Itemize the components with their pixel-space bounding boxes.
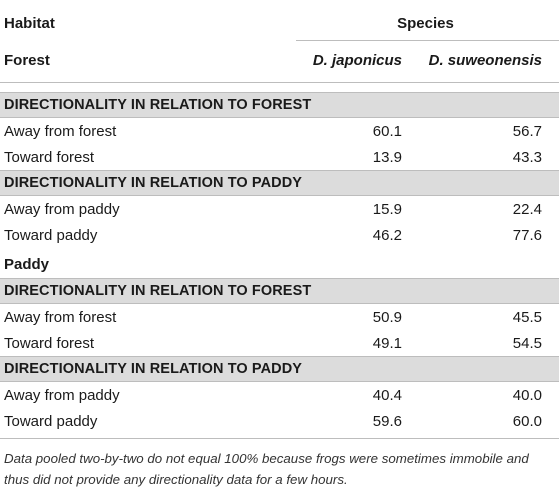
header-row-top: Habitat Species — [0, 8, 559, 38]
value-suweonensis: 45.5 — [512, 308, 542, 326]
species-underline — [296, 40, 559, 41]
habitat-header: Habitat — [4, 14, 55, 32]
row-label: Away from paddy — [4, 386, 120, 404]
section-row: DIRECTIONALITY IN RELATION TO PADDY — [0, 356, 559, 382]
table-row: Toward forest 13.9 43.3 — [0, 144, 559, 170]
value-suweonensis: 60.0 — [512, 412, 542, 430]
header-row-columns: Forest D. japonicus D. suweonensis — [0, 44, 559, 76]
header-divider — [0, 82, 559, 83]
row-label: Away from forest — [4, 122, 117, 140]
table-row: Away from paddy 40.4 40.0 — [0, 382, 559, 408]
table-footnote: Data pooled two-by-two do not equal 100%… — [4, 451, 529, 487]
value-japonicus: 50.9 — [372, 308, 402, 326]
value-japonicus: 60.1 — [372, 122, 402, 140]
value-japonicus: 40.4 — [372, 386, 402, 404]
row-label: Toward paddy — [4, 412, 98, 430]
row-label: Away from paddy — [4, 200, 120, 218]
value-suweonensis: 77.6 — [512, 226, 542, 244]
group-row-paddy: Paddy — [0, 250, 559, 278]
table-row: Away from paddy 15.9 22.4 — [0, 196, 559, 222]
section-title: DIRECTIONALITY IN RELATION TO PADDY — [4, 361, 303, 377]
table-row: Toward paddy 46.2 77.6 — [0, 222, 559, 248]
section-row: DIRECTIONALITY IN RELATION TO FOREST — [0, 92, 559, 118]
species-header: Species — [397, 14, 454, 32]
section-row: DIRECTIONALITY IN RELATION TO FOREST — [0, 278, 559, 304]
value-suweonensis: 56.7 — [512, 122, 542, 140]
row-label: Toward forest — [4, 334, 95, 352]
row-label: Toward paddy — [4, 226, 98, 244]
section-title: DIRECTIONALITY IN RELATION TO PADDY — [4, 175, 303, 191]
value-japonicus: 13.9 — [372, 148, 402, 166]
column-header-suweonensis: D. suweonensis — [428, 51, 542, 69]
value-suweonensis: 43.3 — [512, 148, 542, 166]
group-label-forest: Forest — [4, 51, 50, 69]
value-japonicus: 59.6 — [372, 412, 402, 430]
section-title: DIRECTIONALITY IN RELATION TO FOREST — [4, 283, 312, 299]
column-header-japonicus: D. japonicus — [312, 51, 402, 69]
table-row: Away from forest 50.9 45.5 — [0, 304, 559, 330]
section-row: DIRECTIONALITY IN RELATION TO PADDY — [0, 170, 559, 196]
value-japonicus: 49.1 — [372, 334, 402, 352]
table-row: Toward paddy 59.6 60.0 — [0, 408, 559, 434]
table-bottom-rule — [0, 438, 559, 439]
group-label-paddy: Paddy — [4, 255, 50, 273]
value-suweonensis: 54.5 — [512, 334, 542, 352]
row-label: Away from forest — [4, 308, 117, 326]
value-suweonensis: 40.0 — [512, 386, 542, 404]
table-row: Toward forest 49.1 54.5 — [0, 330, 559, 356]
table-row: Away from forest 60.1 56.7 — [0, 118, 559, 144]
section-title: DIRECTIONALITY IN RELATION TO FOREST — [4, 97, 312, 113]
row-label: Toward forest — [4, 148, 95, 166]
value-japonicus: 15.9 — [372, 200, 402, 218]
value-suweonensis: 22.4 — [512, 200, 542, 218]
value-japonicus: 46.2 — [372, 226, 402, 244]
